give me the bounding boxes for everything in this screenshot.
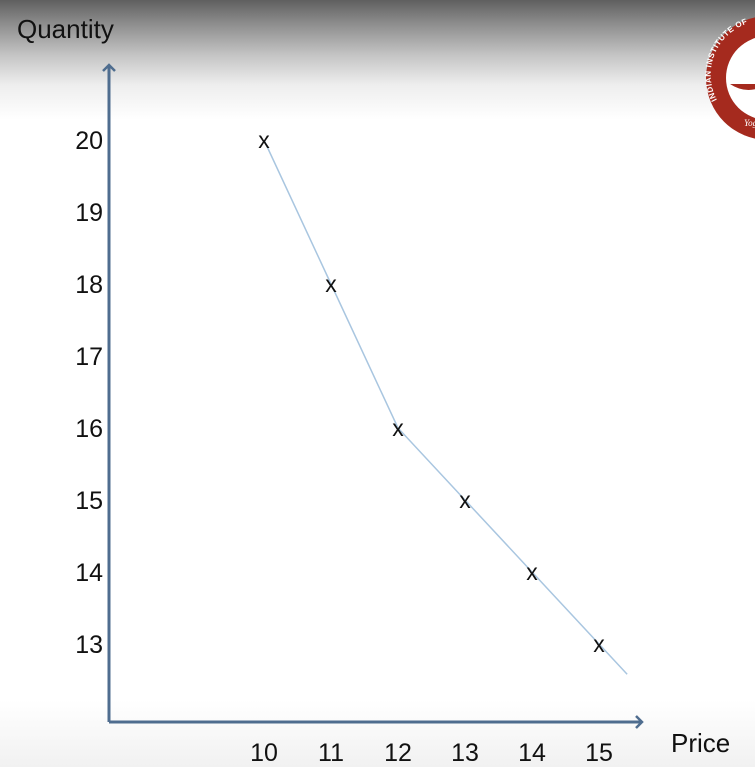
data-point-marker: x: [258, 127, 270, 153]
x-tick-label: 13: [451, 739, 479, 767]
institute-logo: INDIAN INSTITUTE OF Yoga: [704, 17, 755, 139]
x-tick-label: 14: [518, 739, 546, 767]
y-tick-label: 18: [75, 271, 103, 299]
data-point-marker: x: [593, 631, 605, 657]
y-tick-label: 16: [75, 415, 103, 443]
y-axis-title: Quantity: [17, 14, 114, 44]
y-tick-label: 13: [75, 631, 103, 659]
y-tick-label: 15: [75, 487, 103, 515]
x-tick-labels: 10 11 12 13 14 15: [250, 739, 613, 767]
y-tick-label: 17: [75, 343, 103, 371]
data-point-marker: x: [526, 559, 538, 585]
trend-line: [263, 139, 628, 675]
x-tick-label: 11: [318, 739, 344, 767]
data-point-marker: x: [392, 415, 404, 441]
y-tick-labels: 20 19 18 17 16 15 14 13: [75, 127, 103, 659]
data-point-marker: x: [325, 271, 337, 297]
y-tick-label: 14: [75, 559, 103, 587]
trend-line-group: [263, 139, 628, 675]
data-points: x x x x x x: [258, 127, 605, 657]
y-tick-label: 19: [75, 199, 103, 227]
x-axis-title: Price: [671, 728, 730, 758]
x-tick-label: 15: [585, 739, 613, 767]
logo-motto: Yoga: [744, 118, 755, 128]
y-tick-label: 20: [75, 127, 103, 155]
data-point-marker: x: [459, 487, 471, 513]
x-tick-label: 10: [250, 739, 278, 767]
x-tick-label: 12: [384, 739, 412, 767]
